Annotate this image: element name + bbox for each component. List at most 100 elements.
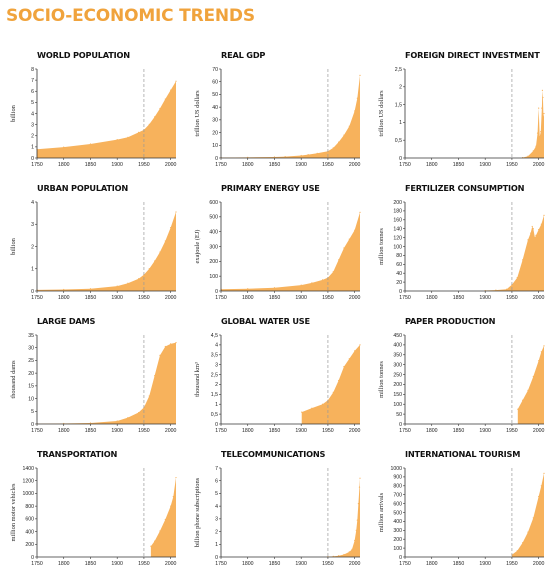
- data-point: [505, 288, 508, 290]
- y-axis-label: billion: [10, 104, 17, 121]
- y-tick-label: 1: [215, 402, 218, 408]
- y-tick-label: 1: [31, 145, 34, 151]
- data-point: [527, 239, 529, 241]
- chart-real-gdp: REAL GDP 0 10 20 30 40 50 60 70 1750 1800 1850 1900 1…: [190, 50, 368, 178]
- y-tick-label: 5: [31, 409, 34, 415]
- x-tick-label: 2000: [349, 295, 361, 301]
- y-tick-label: 400: [393, 519, 402, 525]
- y-tick-label: 30: [212, 118, 218, 124]
- chart-world-population: WORLD POPULATION 0 1 2 3 4 5 6 7 8 1750 1800 1850 190…: [6, 50, 184, 178]
- y-tick-label: 200: [25, 542, 34, 548]
- x-tick-label: 2000: [349, 561, 361, 567]
- area-series: [327, 478, 360, 557]
- x-tick-label: 2000: [165, 428, 177, 434]
- x-tick-label: 1950: [322, 428, 334, 434]
- data-point: [89, 143, 92, 145]
- data-point: [522, 259, 524, 261]
- y-tick-label: 0: [399, 555, 402, 561]
- y-tick-label: 1200: [22, 479, 34, 485]
- chart-global-water-use: GLOBAL WATER USE 0 0,5 1 1,5 2 2,5 3 3,5 4 4,5 1750…: [190, 316, 368, 444]
- area-series: [37, 212, 176, 291]
- y-tick-label: 7: [31, 78, 34, 84]
- y-tick-label: 150: [393, 392, 402, 398]
- data-point: [343, 553, 345, 556]
- area-series: [517, 345, 544, 424]
- data-point: [543, 472, 545, 474]
- x-tick-label: 1800: [242, 295, 254, 301]
- data-point: [543, 112, 545, 115]
- area-series: [221, 212, 360, 291]
- data-point: [538, 228, 540, 231]
- data-point: [543, 214, 545, 216]
- chart-title: GLOBAL WATER USE: [221, 316, 310, 326]
- y-tick-label: 0,5: [211, 412, 218, 418]
- data-point: [354, 229, 356, 231]
- data-point: [522, 542, 524, 544]
- data-point: [338, 141, 340, 143]
- x-tick-label: 1750: [215, 295, 227, 301]
- x-tick-label: 1750: [31, 162, 43, 168]
- data-point: [316, 152, 318, 154]
- y-tick-label: 4,5: [211, 333, 218, 339]
- chart-primary-energy-use: PRIMARY ENERGY USE 0 100 200 300 400 500 600 175…: [190, 183, 368, 311]
- y-tick-label: 600: [393, 501, 402, 507]
- x-tick-label: 1800: [58, 428, 70, 434]
- x-tick-label: 1900: [479, 561, 491, 567]
- y-tick-label: 100: [393, 402, 402, 408]
- data-point: [542, 96, 544, 99]
- x-tick-label: 1800: [426, 295, 438, 301]
- y-tick-label: 4: [215, 343, 218, 349]
- data-point: [321, 279, 324, 281]
- chart-title: LARGE DAMS: [37, 316, 96, 326]
- y-tick-label: 600: [25, 517, 34, 523]
- y-tick-label: 1,5: [211, 392, 218, 398]
- data-point: [538, 360, 540, 362]
- x-tick-label: 1750: [31, 561, 43, 567]
- x-tick-label: 1850: [85, 428, 97, 434]
- y-tick-label: 50: [396, 412, 402, 418]
- area-series: [301, 344, 360, 424]
- data-point: [273, 156, 276, 158]
- data-point: [116, 420, 118, 422]
- y-tick-label: 140: [393, 227, 402, 233]
- y-tick-label: 40: [212, 105, 218, 111]
- x-tick-label: 1950: [322, 295, 334, 301]
- data-point: [495, 289, 497, 291]
- data-point: [332, 391, 334, 393]
- chart-title: PRIMARY ENERGY USE: [221, 183, 320, 193]
- y-tick-label: 2: [399, 85, 402, 91]
- y-tick-label: 20: [396, 280, 402, 286]
- data-point: [517, 408, 519, 410]
- y-tick-label: 0: [399, 422, 402, 428]
- y-tick-label: 160: [393, 218, 402, 224]
- x-tick-label: 2000: [533, 295, 545, 301]
- data-point: [540, 131, 542, 133]
- y-tick-label: 200: [209, 259, 218, 265]
- data-point: [343, 366, 345, 368]
- data-point: [150, 545, 152, 547]
- y-tick-label: 0: [399, 289, 402, 295]
- data-point: [531, 225, 533, 228]
- page-title: SOCIO-ECONOMIC TRENDS: [6, 6, 255, 26]
- area-series: [37, 342, 176, 424]
- chart-svg: 0 1 2 3 4 5 6 7 1750 1800 1850 1900 1950 2000 billion …: [194, 466, 361, 567]
- data-point: [159, 354, 161, 356]
- data-point: [307, 153, 309, 156]
- chart-svg: 0 0,5 1 1,5 2 2,5 1750 1800 1850 1900 1950 2000 tril…: [378, 67, 545, 168]
- data-point: [148, 395, 150, 397]
- chart-svg: 0 1 2 3 4 5 6 7 8 1750 1800 1850 1900 1950 2000 billion: [10, 67, 177, 168]
- data-point: [170, 505, 172, 507]
- data-point: [343, 134, 345, 136]
- y-tick-label: 0: [215, 422, 218, 428]
- data-point: [348, 125, 350, 127]
- x-tick-label: 1850: [269, 295, 281, 301]
- data-point: [273, 287, 276, 289]
- y-tick-label: 60: [212, 80, 218, 86]
- data-point: [321, 403, 324, 405]
- y-tick-label: 30: [28, 346, 34, 352]
- y-tick-label: 300: [393, 528, 402, 534]
- data-point: [532, 517, 534, 519]
- x-tick-label: 1850: [453, 561, 465, 567]
- y-tick-label: 15: [28, 384, 34, 390]
- chart-title: TELECOMMUNICATIONS: [221, 449, 326, 459]
